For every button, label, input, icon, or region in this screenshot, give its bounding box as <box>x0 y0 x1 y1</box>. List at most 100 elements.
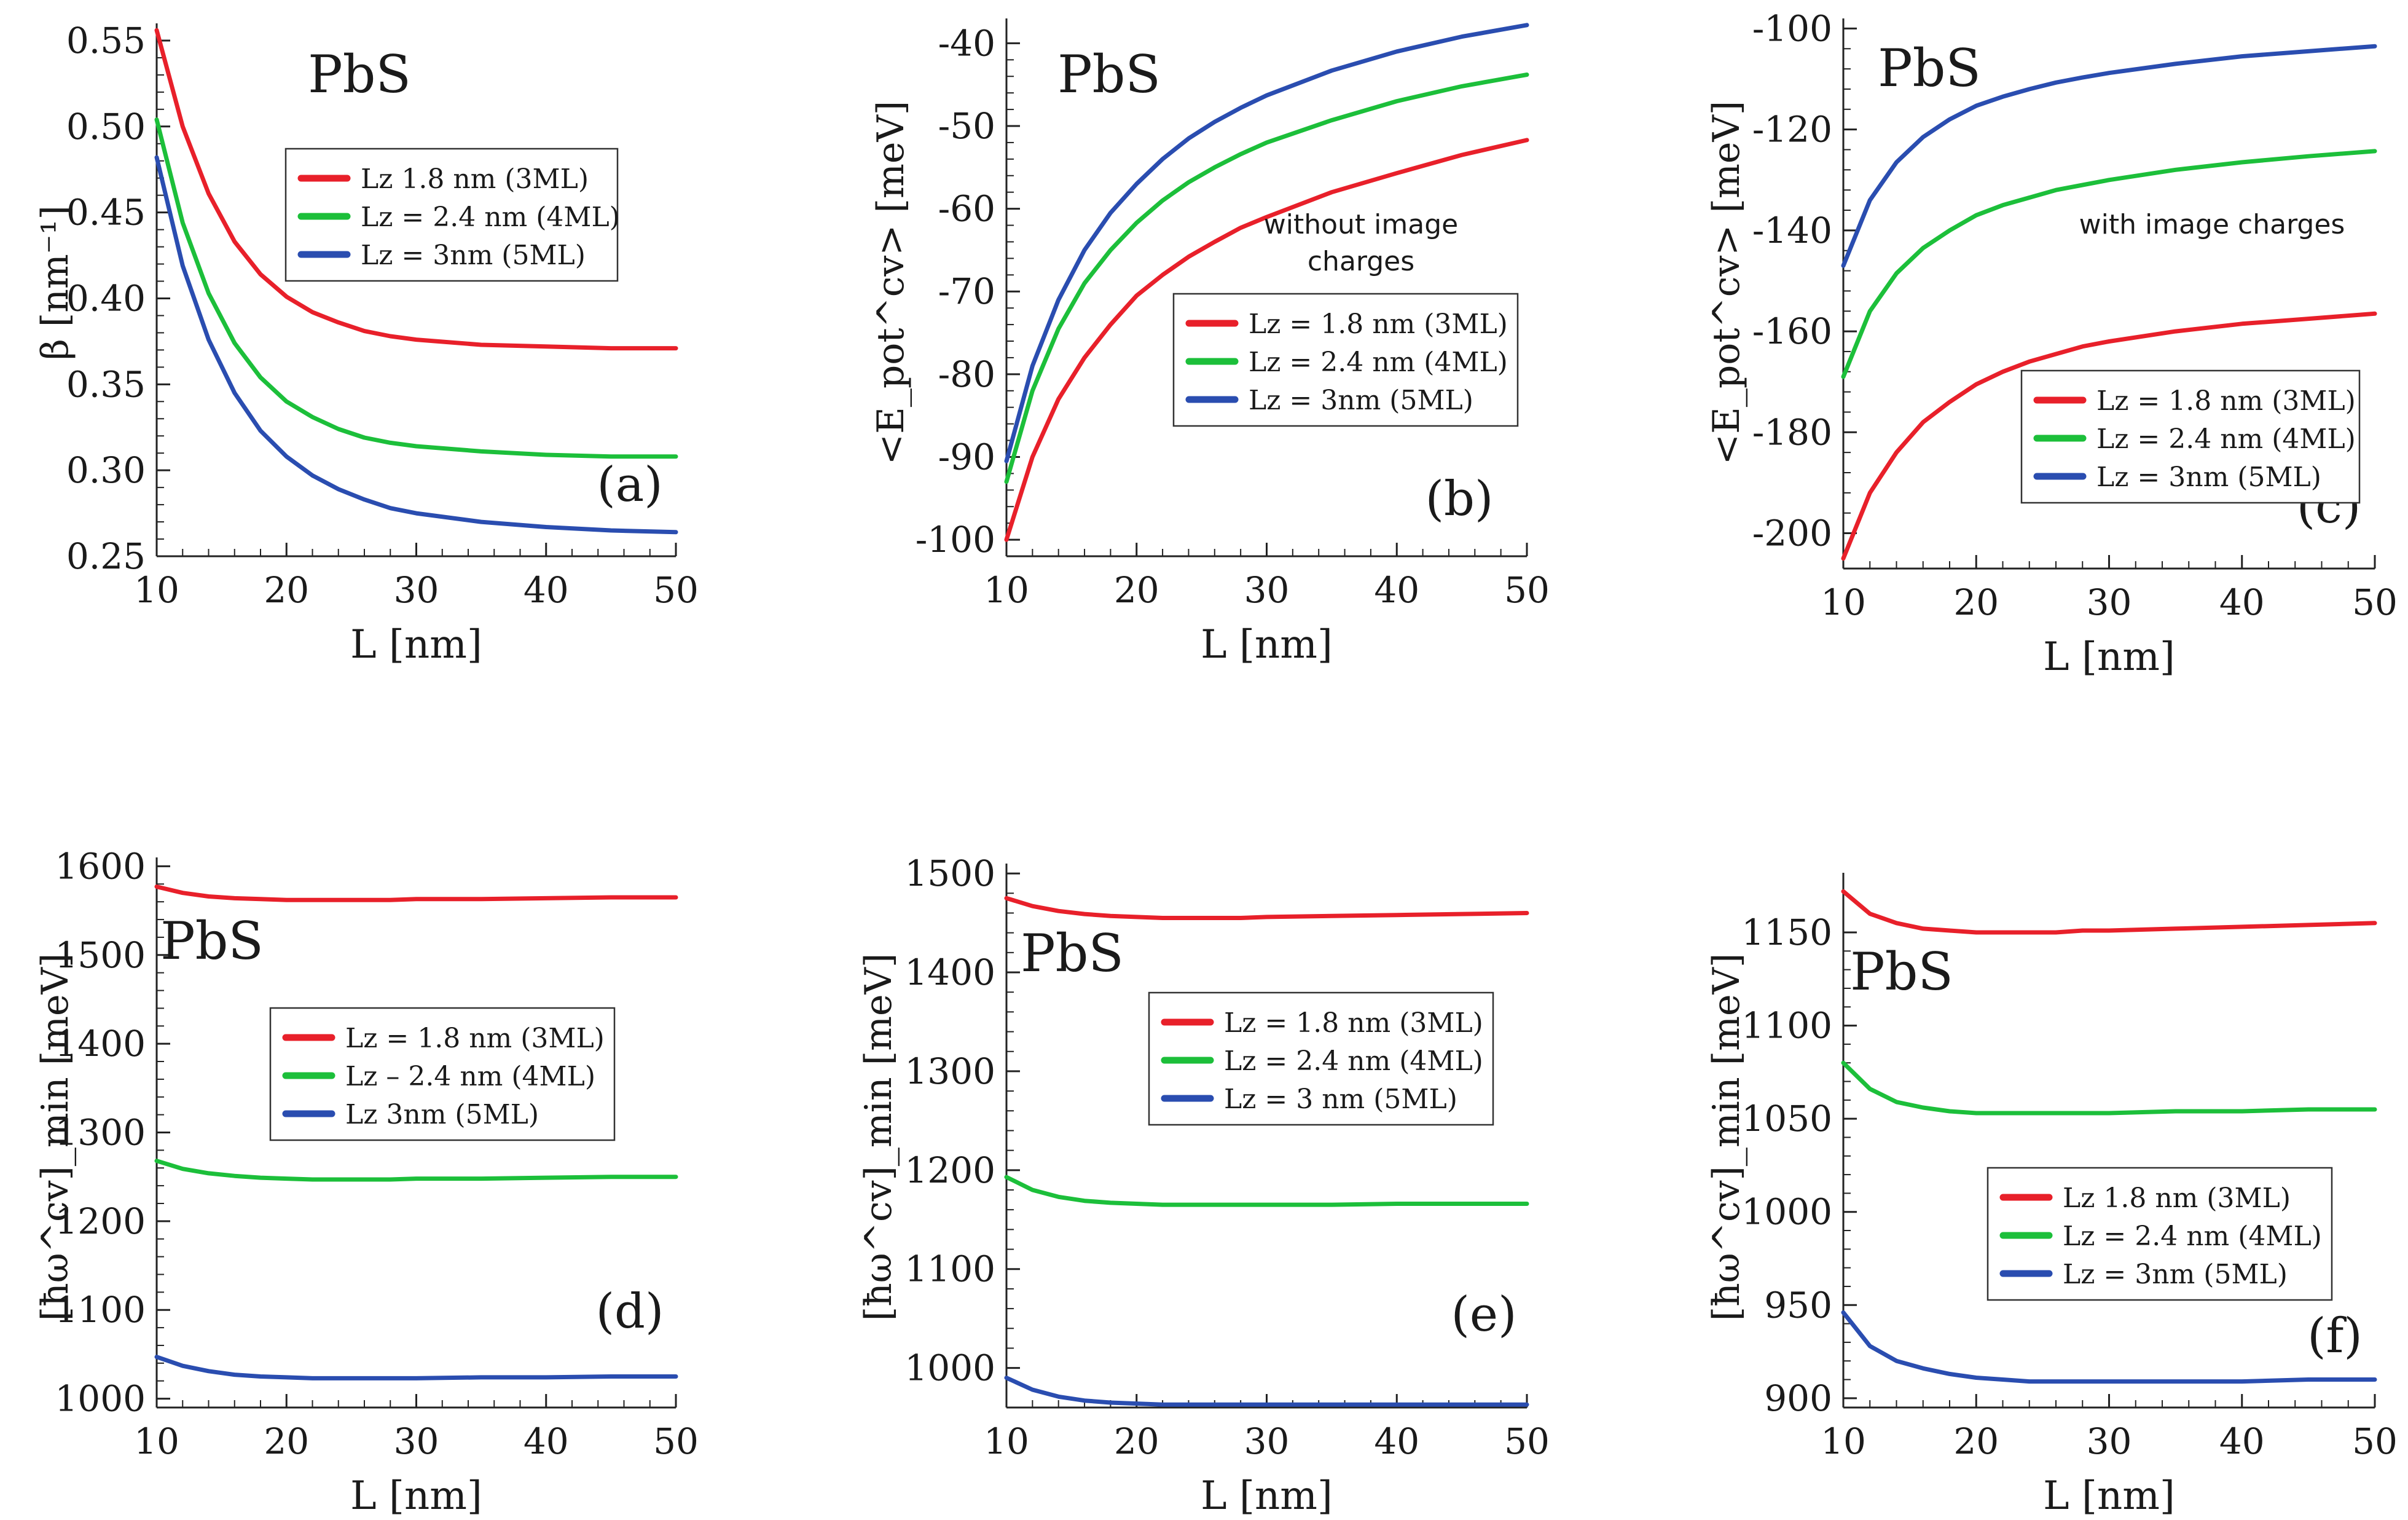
legend-entry-c-2: Lz = 2.4 nm (4ML) <box>2096 423 2356 455</box>
x-axis-label-b: L [nm] <box>1201 622 1333 667</box>
y-tick-label-d: 1100 <box>55 1289 146 1331</box>
x-tick-label-c: 40 <box>2219 581 2265 623</box>
y-tick-label-e: 1400 <box>904 951 995 993</box>
legend-entry-d-2: Lz – 2.4 nm (4ML) <box>345 1061 595 1092</box>
legend-entry-e-1: Lz = 1.8 nm (3ML) <box>1224 1007 1483 1039</box>
x-tick-label-b: 20 <box>1114 569 1159 611</box>
y-tick-label-d: 1300 <box>55 1112 146 1154</box>
y-tick-label-a: 0.50 <box>66 106 146 148</box>
x-tick-label-a: 50 <box>653 569 699 611</box>
x-tick-label-b: 10 <box>984 569 1029 611</box>
y-axis-label-d: [ħω^cv]_min [meV] <box>34 953 77 1321</box>
series-line-b-2 <box>1004 73 1529 484</box>
y-tick-label-f: 950 <box>1764 1284 1832 1326</box>
x-tick-label-e: 40 <box>1374 1420 1419 1462</box>
y-tick-label-d: 1600 <box>55 845 146 887</box>
series-line-a-2 <box>154 117 678 459</box>
material-label-f: PbS <box>1850 942 1953 1002</box>
y-tick-label-d: 1000 <box>55 1378 146 1420</box>
legend-entry-a-2: Lz = 2.4 nm (4ML) <box>361 202 620 233</box>
y-tick-label-c: -180 <box>1752 411 1832 453</box>
legend-entry-e-2: Lz = 2.4 nm (4ML) <box>1224 1045 1483 1077</box>
legend-entry-f-2: Lz = 2.4 nm (4ML) <box>2063 1221 2322 1252</box>
x-tick-label-e: 10 <box>984 1420 1029 1462</box>
y-tick-label-a: 0.35 <box>66 363 146 405</box>
series-line-f-1 <box>1841 889 2377 935</box>
series-line-d-1 <box>154 884 678 902</box>
series-line-c-2 <box>1841 149 2377 379</box>
legend-entry-e-3: Lz = 3 nm (5ML) <box>1224 1084 1457 1115</box>
y-tick-label-b: -60 <box>938 188 995 230</box>
legend-b: Lz = 1.8 nm (3ML) Lz = 2.4 nm (4ML) Lz = 3… <box>1172 293 1519 427</box>
x-tick-label-d: 50 <box>653 1420 699 1462</box>
y-tick-label-e: 1500 <box>904 853 995 894</box>
legend-entry-a-1: Lz 1.8 nm (3ML) <box>361 163 589 195</box>
y-tick-label-a: 0.45 <box>66 192 146 234</box>
legend-entry-f-3: Lz = 3nm (5ML) <box>2063 1259 2288 1290</box>
legend-entry-f-1: Lz 1.8 nm (3ML) <box>2063 1183 2291 1214</box>
x-tick-label-e: 30 <box>1244 1420 1290 1462</box>
x-tick-label-c: 30 <box>2087 581 2132 623</box>
y-axis-label-e: [ħω^cv]_min [meV] <box>857 953 900 1321</box>
y-tick-label-a: 0.25 <box>66 535 146 577</box>
x-axis-label-e: L [nm] <box>1201 1473 1333 1519</box>
x-tick-label-f: 30 <box>2087 1420 2132 1462</box>
y-tick-label-b: -90 <box>938 436 995 478</box>
y-tick-label-e: 1200 <box>904 1149 995 1191</box>
series-line-e-3 <box>1004 1376 1529 1407</box>
y-axis-label-f: [ħω^cv]_min [meV] <box>1705 953 1748 1321</box>
legend-entry-b-3: Lz = 3nm (5ML) <box>1249 385 1473 416</box>
annotation-line: without image <box>1264 209 1458 240</box>
y-tick-label-f: 1150 <box>1741 912 1832 953</box>
x-tick-label-c: 10 <box>1821 581 1866 623</box>
legend-entry-d-1: Lz = 1.8 nm (3ML) <box>345 1023 605 1054</box>
chart-panel-c: 10 20 30 40 50 -200 -180 -160 -140 -120 -100 L [nm]… <box>1705 7 2398 680</box>
annotation-b: without image charges <box>1264 209 1458 277</box>
annotation-c: with image charges <box>2079 209 2345 240</box>
panel-label-d: (d) <box>596 1284 664 1339</box>
x-tick-label-c: 50 <box>2352 581 2398 623</box>
chart-panel-b: 10 20 30 40 50 -100 -90 -80 -70 -60 -50 -40 L [nm] <E… <box>869 18 1550 667</box>
y-axis-label-b: <E_pot^cv> [meV] <box>869 101 912 465</box>
y-tick-label-e: 1300 <box>904 1050 995 1092</box>
x-tick-label-f: 40 <box>2219 1420 2265 1462</box>
series-line-d-3 <box>154 1355 678 1380</box>
y-axis-label-a: β [nm⁻¹] <box>34 205 77 360</box>
x-tick-label-b: 40 <box>1374 569 1419 611</box>
y-tick-label-f: 1000 <box>1741 1191 1832 1233</box>
y-tick-label-c: -200 <box>1752 513 1832 554</box>
y-tick-label-d: 1200 <box>55 1200 146 1242</box>
x-axis-label-c: L [nm] <box>2043 634 2175 680</box>
y-tick-label-c: -100 <box>1752 7 1832 49</box>
x-tick-label-a: 10 <box>134 569 179 611</box>
y-tick-label-a: 0.40 <box>66 277 146 319</box>
x-tick-label-e: 20 <box>1114 1420 1159 1462</box>
material-label-e: PbS <box>1021 923 1124 983</box>
y-tick-label-b: -70 <box>938 270 995 312</box>
legend-entry-c-1: Lz = 1.8 nm (3ML) <box>2096 385 2356 417</box>
y-tick-label-f: 1050 <box>1741 1098 1832 1140</box>
x-tick-label-f: 20 <box>1953 1420 1999 1462</box>
legend-entry-d-3: Lz 3nm (5ML) <box>345 1099 539 1130</box>
y-tick-label-c: -140 <box>1752 210 1832 251</box>
x-tick-label-f: 50 <box>2352 1420 2398 1462</box>
series-line-c-3 <box>1841 44 2377 268</box>
series-line-d-2 <box>154 1159 678 1182</box>
legend-box-c <box>2020 369 2361 504</box>
series-line-f-2 <box>1841 1060 2377 1116</box>
series-line-c-1 <box>1841 311 2377 561</box>
y-tick-label-e: 1000 <box>904 1347 995 1389</box>
x-axis-label-a: L [nm] <box>350 622 482 667</box>
x-tick-label-e: 50 <box>1504 1420 1550 1462</box>
x-tick-label-b: 30 <box>1244 569 1290 611</box>
y-tick-label-f: 900 <box>1764 1377 1832 1419</box>
x-tick-label-b: 50 <box>1504 569 1550 611</box>
panel-label-e: (e) <box>1451 1287 1516 1342</box>
y-axis-label-c: <E_pot^cv> [meV] <box>1705 101 1748 465</box>
series-line-e-1 <box>1004 896 1529 920</box>
y-tick-label-b: -80 <box>938 353 995 395</box>
x-tick-label-f: 10 <box>1821 1420 1866 1462</box>
legend-entry-c-3: Lz = 3nm (5ML) <box>2096 462 2321 493</box>
x-tick-label-d: 30 <box>394 1420 439 1462</box>
